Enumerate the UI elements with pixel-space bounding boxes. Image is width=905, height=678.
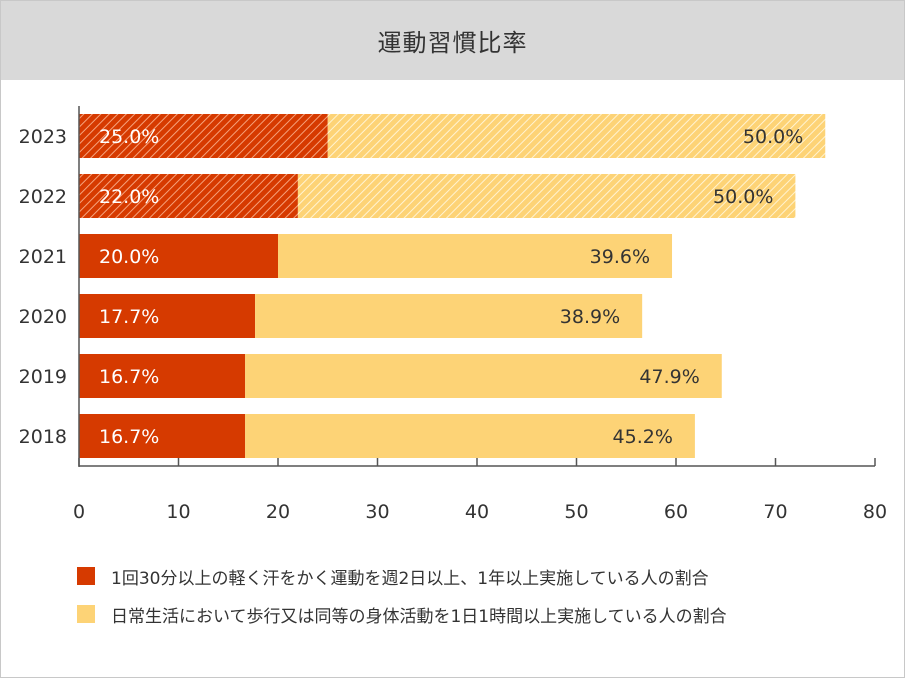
- data-label-weekly-exercise-2019: 16.7%: [99, 366, 159, 388]
- data-label-weekly-exercise-2023: 25.0%: [99, 126, 159, 148]
- category-label-2020: 2020: [19, 306, 67, 328]
- legend-item-daily-walking: 日常生活において歩行又は同等の身体活動を1日1時間以上実施している人の割合: [77, 602, 727, 627]
- x-tick-label-20: 20: [266, 501, 290, 523]
- bar-weekly-exercise-2020: [79, 294, 256, 338]
- bar-weekly-exercise-2023: [79, 114, 328, 158]
- x-tick-label-30: 30: [365, 501, 389, 523]
- legend-swatch-red: [77, 567, 95, 585]
- bar-daily-walking-2021: [278, 234, 673, 278]
- bar-daily-walking-2022: [297, 174, 796, 218]
- x-tick-label-50: 50: [564, 501, 588, 523]
- legend: 1回30分以上の軽く汗をかく運動を週2日以上、1年以上実施している人の割合 日常…: [77, 564, 727, 640]
- category-label-2019: 2019: [19, 366, 67, 388]
- legend-item-weekly-exercise: 1回30分以上の軽く汗をかく運動を週2日以上、1年以上実施している人の割合: [77, 564, 727, 589]
- legend-swatch-yellow: [77, 605, 95, 623]
- data-label-daily-walking-2019: 47.9%: [639, 366, 699, 388]
- chart-title: 運動習慣比率: [377, 29, 528, 57]
- x-tick-label-10: 10: [166, 501, 190, 523]
- bar-daily-walking-2018: [245, 414, 695, 458]
- data-label-daily-walking-2022: 50.0%: [713, 186, 773, 208]
- bar-weekly-exercise-2021: [79, 234, 278, 278]
- data-label-weekly-exercise-2020: 17.7%: [99, 306, 159, 328]
- x-tick-label-60: 60: [664, 501, 688, 523]
- data-label-daily-walking-2023: 50.0%: [743, 126, 803, 148]
- legend-label-weekly-exercise: 1回30分以上の軽く汗をかく運動を週2日以上、1年以上実施している人の割合: [111, 568, 709, 589]
- category-label-2018: 2018: [19, 426, 67, 448]
- x-tick-label-0: 0: [73, 501, 85, 523]
- data-label-daily-walking-2020: 38.9%: [560, 306, 620, 328]
- data-label-daily-walking-2018: 45.2%: [613, 426, 673, 448]
- bar-weekly-exercise-2019: [79, 354, 246, 398]
- data-label-weekly-exercise-2018: 16.7%: [99, 426, 159, 448]
- category-label-2021: 2021: [19, 246, 67, 268]
- bar-weekly-exercise-2018: [79, 414, 246, 458]
- data-label-weekly-exercise-2021: 20.0%: [99, 246, 159, 268]
- x-tick-label-40: 40: [465, 501, 489, 523]
- x-tick-label-70: 70: [763, 501, 787, 523]
- data-label-daily-walking-2021: 39.6%: [590, 246, 650, 268]
- bar-daily-walking-2023: [327, 114, 826, 158]
- x-tick-label-80: 80: [863, 501, 887, 523]
- legend-label-daily-walking: 日常生活において歩行又は同等の身体活動を1日1時間以上実施している人の割合: [111, 606, 727, 627]
- bar-weekly-exercise-2022: [79, 174, 298, 218]
- bar-daily-walking-2019: [245, 354, 722, 398]
- data-label-weekly-exercise-2022: 22.0%: [99, 186, 159, 208]
- category-label-2023: 2023: [19, 126, 67, 148]
- category-label-2022: 2022: [19, 186, 67, 208]
- bar-daily-walking-2020: [255, 294, 643, 338]
- title-bar: 運動習慣比率: [1, 1, 904, 80]
